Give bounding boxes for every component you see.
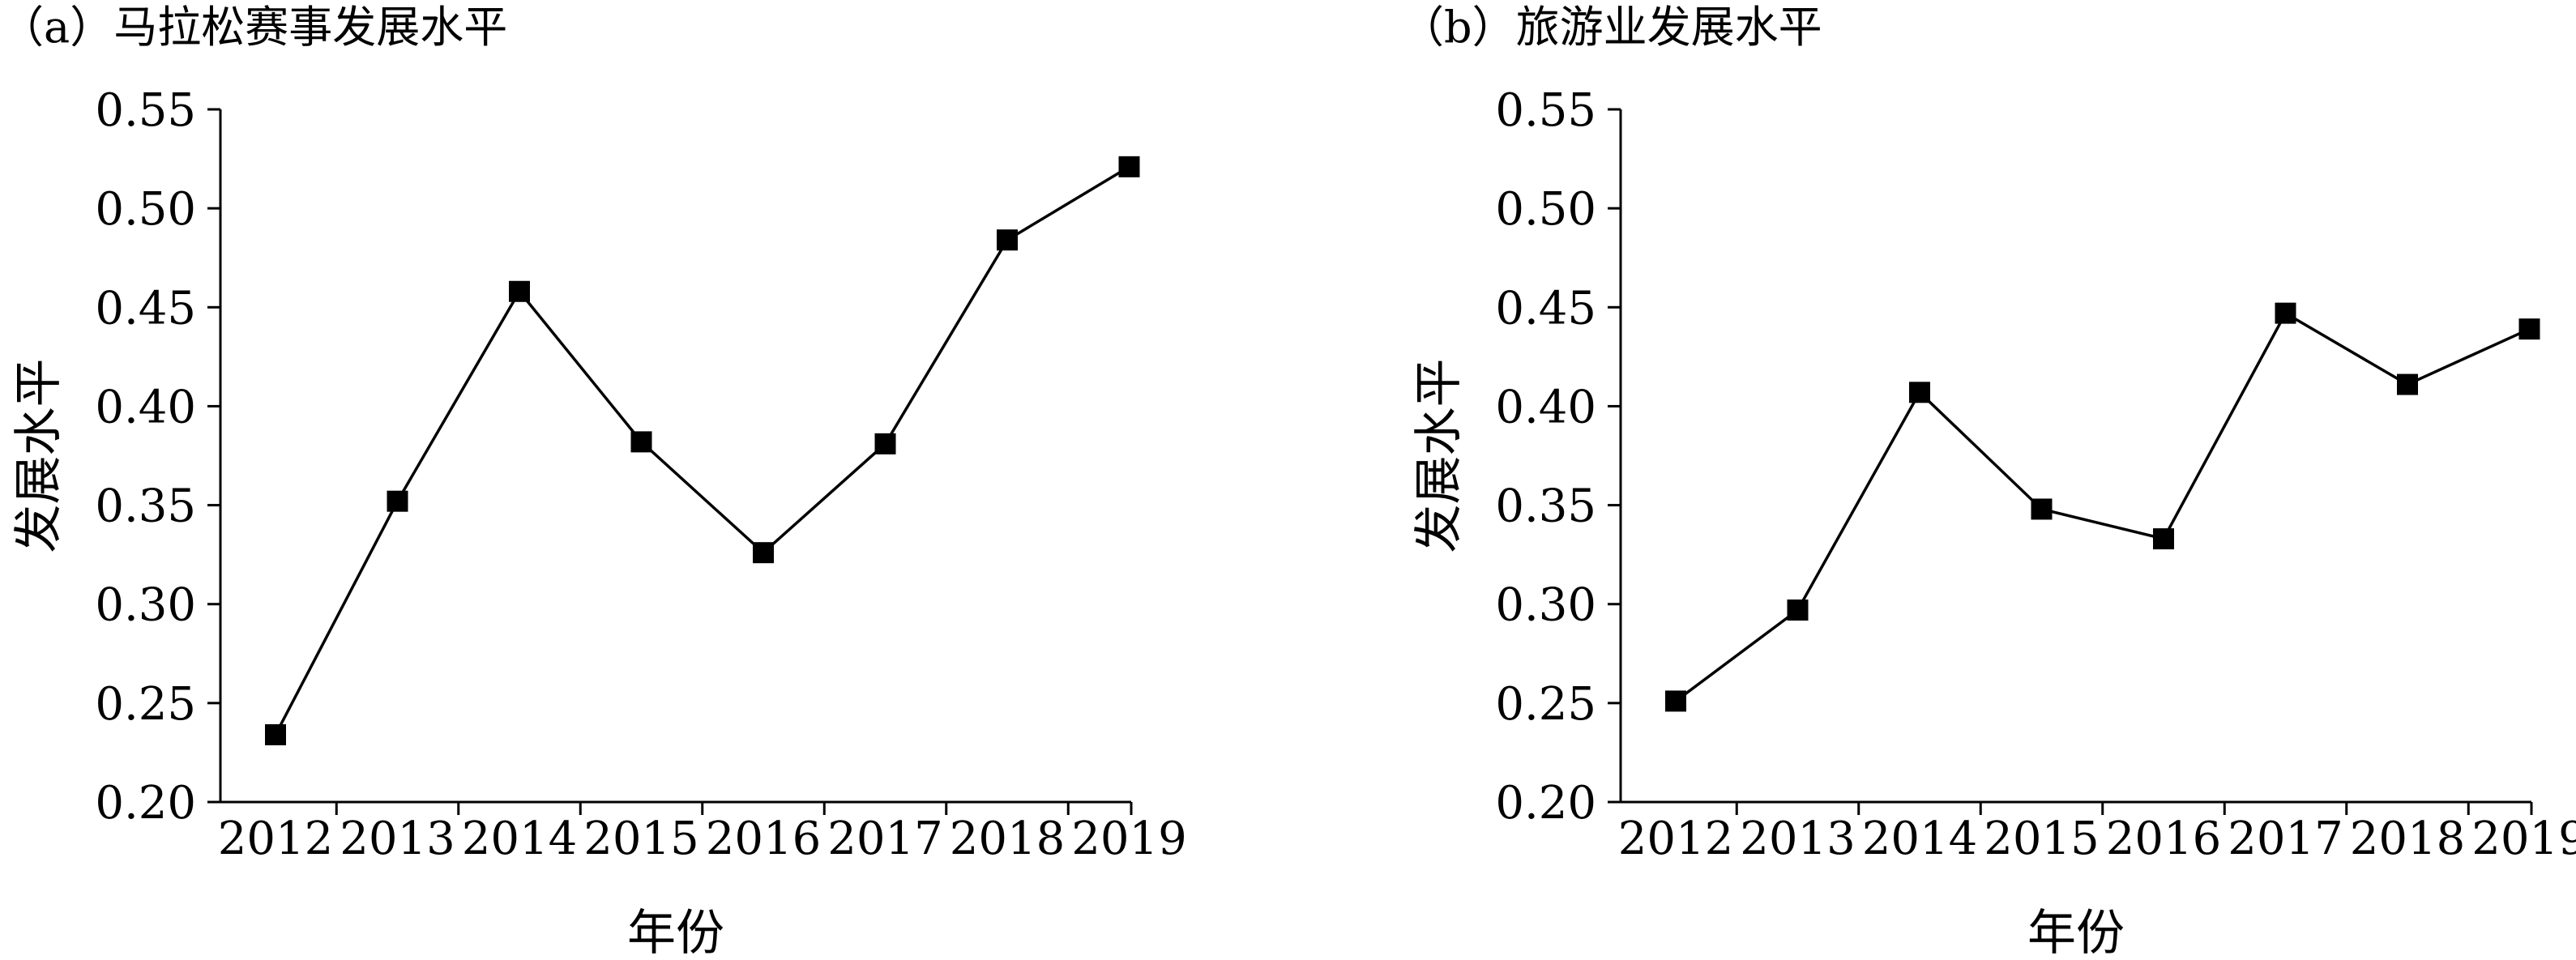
chart-panel-b: （b）旅游业发展水平 0.20 0.25 0.30 0.35 0.40 0.45 0.50 0.… [1400, 2, 2576, 960]
y-tick-label: 0.20 [95, 777, 196, 830]
y-axis-label: 发展水平 [1411, 359, 1467, 553]
data-point-marker [997, 229, 1018, 251]
series-line [1674, 311, 2531, 702]
chart-panel-a: （a）马拉松赛事发展水平 0.20 0.25 0.30 0.35 0.40 0.45 0.50… [0, 2, 1187, 960]
data-point-marker [265, 723, 286, 745]
x-tick-label: 2015 [1984, 813, 2100, 865]
y-tick-label: 0.35 [1495, 480, 1596, 533]
chart-title: （b）旅游业发展水平 [1400, 2, 1822, 53]
x-axis-label: 年份 [627, 905, 724, 960]
x-tick-label: 2012 [218, 813, 334, 865]
data-point-marker [753, 542, 774, 564]
y-tick-label: 0.30 [95, 579, 196, 632]
x-tick-label: 2013 [1740, 813, 1856, 865]
y-tick-label: 0.55 [95, 84, 196, 137]
y-tick-label: 0.45 [1495, 282, 1596, 335]
y-axis-label: 发展水平 [11, 359, 67, 553]
data-point-marker [2518, 318, 2540, 340]
chart-title: （a）马拉松赛事发展水平 [0, 2, 507, 53]
x-tick-label: 2018 [2350, 813, 2466, 865]
y-tick-label: 0.20 [1495, 777, 1596, 830]
data-point-marker [2153, 528, 2174, 550]
data-point-marker [2275, 302, 2296, 324]
data-point-marker [2397, 373, 2418, 395]
y-tick-label: 0.35 [95, 480, 196, 533]
data-point-marker [874, 433, 896, 454]
y-tick-label: 0.25 [1495, 678, 1596, 731]
x-tick-label: 2012 [1618, 813, 1734, 865]
data-point-marker [1665, 690, 1686, 712]
x-tick-label: 2019 [1071, 813, 1187, 865]
x-tick-label: 2014 [462, 813, 578, 865]
data-point-marker [630, 431, 652, 453]
y-tick-label: 0.50 [95, 183, 196, 236]
data-point-marker [1909, 382, 1930, 403]
y-tick-label: 0.55 [1495, 84, 1596, 137]
x-tick-label: 2019 [2471, 813, 2576, 865]
x-tick-label: 2017 [2228, 813, 2343, 865]
y-tick-label: 0.30 [1495, 579, 1596, 632]
x-tick-label: 2015 [583, 813, 699, 865]
data-point-marker [1787, 599, 1809, 621]
x-tick-label: 2016 [2106, 813, 2222, 865]
x-tick-label: 2014 [1862, 813, 1978, 865]
data-point-marker [387, 490, 408, 512]
y-tick-label: 0.50 [1495, 183, 1596, 236]
y-tick-label: 0.45 [95, 282, 196, 335]
x-tick-label: 2017 [827, 813, 943, 865]
y-tick-label: 0.40 [95, 381, 196, 433]
y-tick-label: 0.40 [1495, 381, 1596, 433]
x-tick-label: 2013 [340, 813, 455, 865]
x-axis-label: 年份 [2027, 905, 2125, 960]
x-tick-label: 2018 [950, 813, 1066, 865]
series-line [274, 165, 1130, 736]
data-point-marker [509, 280, 530, 302]
data-point-marker [2031, 498, 2053, 520]
data-point-marker [1118, 156, 1140, 177]
x-tick-label: 2016 [706, 813, 822, 865]
y-tick-label: 0.25 [95, 678, 196, 731]
